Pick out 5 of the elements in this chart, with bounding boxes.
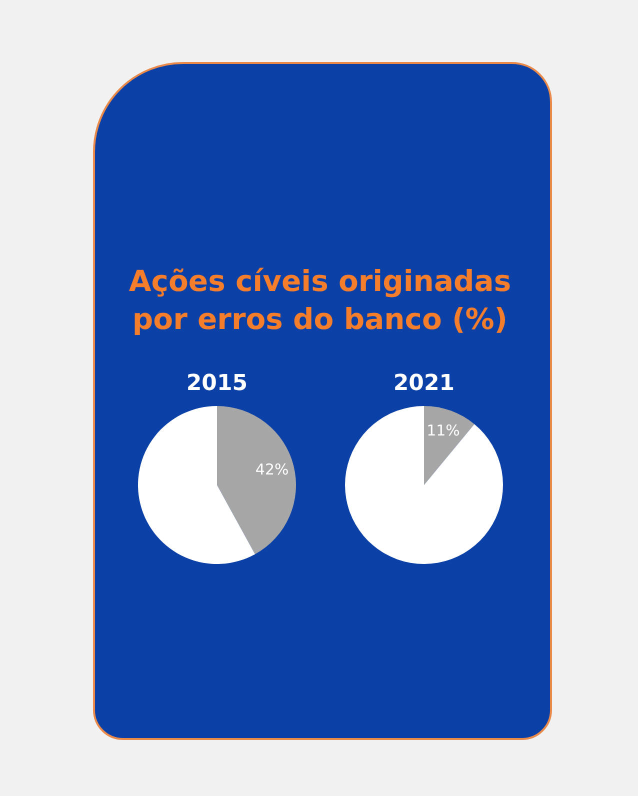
data-label: 42% — [255, 460, 289, 479]
chart-title: 2015 — [185, 370, 249, 398]
text: Ações cíveis originadas por erros do banco (%) — [128, 263, 512, 338]
data-label: 11% — [426, 421, 460, 440]
chart-title: 2021 — [392, 370, 456, 398]
